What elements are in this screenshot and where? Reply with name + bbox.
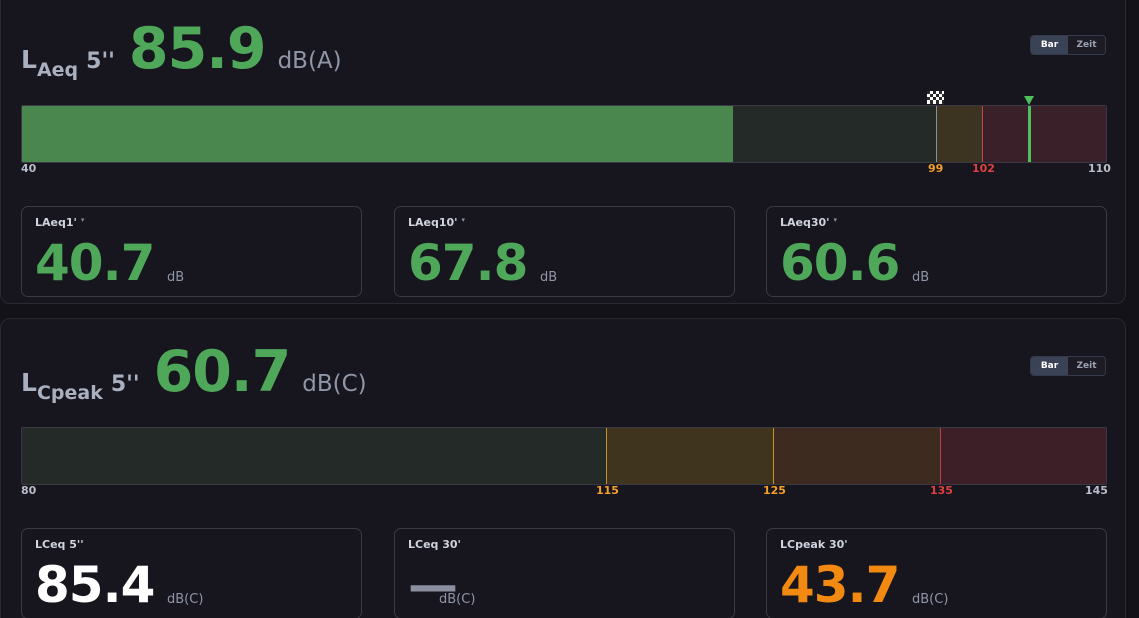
lcpeak-unit: dB(C) [302, 371, 367, 397]
alarm-zone [982, 106, 1106, 162]
tick-max: 110 [1088, 162, 1111, 175]
card-lceq5: LCeq 5'' 85.4 dB(C) [21, 528, 362, 618]
lcpeak-title: L Cpeak 5'' 60.7 dB(C) [21, 339, 367, 405]
zone-135 [940, 428, 1106, 484]
card-label: LCpeak 30' [780, 538, 848, 551]
limit-marker-icon [1024, 90, 1034, 105]
card-value: 67.8 [408, 234, 528, 292]
card-label: LCeq 30' [408, 538, 461, 551]
card-laeq30: LAeq30' ▾ 60.6 dB [766, 206, 1107, 297]
card-label: LCeq 5'' [35, 538, 84, 551]
view-toggle: Bar Zeit [1030, 35, 1106, 55]
laeq-current-value: 85.9 [128, 16, 267, 82]
card-unit: dB(C) [439, 592, 476, 607]
card-lceq30: LCeq 30' — dB(C) [394, 528, 735, 618]
tick-min: 80 [21, 484, 37, 497]
warn-zone [936, 106, 982, 162]
checkered-flag-icon [927, 89, 944, 104]
card-unit: dB(C) [912, 592, 949, 607]
zone-115 [606, 428, 773, 484]
card-unit: dB(C) [167, 592, 204, 607]
card-laeq1: LAeq1' ▾ 40.7 dB [21, 206, 362, 297]
toggle-zeit-button[interactable]: Zeit [1068, 357, 1105, 375]
laeq-level-bar [21, 105, 1107, 163]
card-value: 85.4 [35, 556, 155, 614]
alarm-threshold-line [982, 106, 983, 162]
info-dot-icon: ▾ [80, 216, 85, 224]
title-duration: 5'' [110, 372, 140, 397]
info-dot-icon: ▾ [833, 216, 838, 224]
card-label: LAeq30' ▾ [780, 216, 838, 229]
card-label: LAeq10' ▾ [408, 216, 466, 229]
toggle-bar-button[interactable]: Bar [1031, 357, 1068, 375]
limit-marker-line [1028, 106, 1031, 162]
zone-125 [773, 428, 940, 484]
lcpeak-level-bar [21, 427, 1107, 485]
tick-min: 40 [21, 162, 37, 175]
title-letter: L [21, 45, 37, 74]
card-value: 40.7 [35, 234, 155, 292]
laeq-panel: L Aeq 5'' 85.9 dB(A) Bar Zeit 40 [0, 0, 1126, 304]
tick-125: 125 [763, 484, 786, 497]
laeq-unit: dB(A) [277, 48, 342, 74]
best-marker-line [936, 106, 937, 162]
tick-max: 145 [1085, 484, 1108, 497]
lcpeak-current-value: 60.7 [153, 339, 292, 405]
laeq-level-fill [22, 106, 733, 162]
card-unit: dB [540, 270, 558, 285]
card-value: 60.6 [780, 234, 900, 292]
title-subscript: Cpeak [36, 382, 103, 404]
card-value: — [408, 556, 458, 614]
threshold-115-line [606, 428, 607, 484]
card-laeq10: LAeq10' ▾ 67.8 dB [394, 206, 735, 297]
lcpeak-panel: L Cpeak 5'' 60.7 dB(C) Bar Zeit 80 115 1… [0, 318, 1126, 618]
card-lcpeak30: LCpeak 30' 43.7 dB(C) [766, 528, 1107, 618]
title-subscript: Aeq [36, 59, 79, 81]
card-unit: dB [912, 270, 930, 285]
info-dot-icon: ▾ [461, 216, 466, 224]
card-label: LAeq1' ▾ [35, 216, 85, 229]
threshold-135-line [940, 428, 941, 484]
card-unit: dB [167, 270, 185, 285]
tick-alarm: 102 [972, 162, 995, 175]
threshold-125-line [773, 428, 774, 484]
card-value: 43.7 [780, 556, 900, 614]
view-toggle: Bar Zeit [1030, 356, 1106, 376]
laeq-title: L Aeq 5'' 85.9 dB(A) [21, 16, 342, 82]
tick-115: 115 [596, 484, 619, 497]
toggle-bar-button[interactable]: Bar [1031, 36, 1068, 54]
title-letter: L [21, 368, 37, 397]
tick-135: 135 [930, 484, 953, 497]
tick-warn: 99 [928, 162, 944, 175]
title-duration: 5'' [86, 49, 115, 74]
toggle-zeit-button[interactable]: Zeit [1068, 36, 1105, 54]
